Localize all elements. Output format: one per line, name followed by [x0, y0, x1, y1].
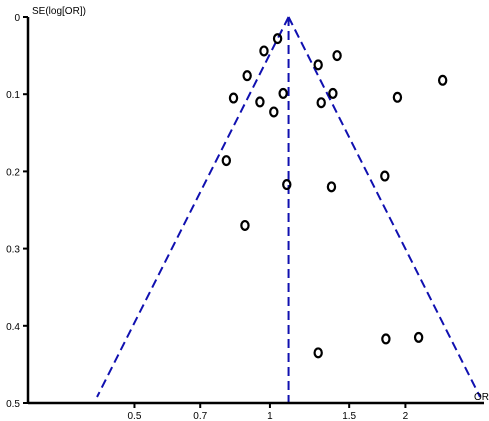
- study-point-15: [282, 179, 292, 191]
- study-point-12: [269, 106, 279, 118]
- study-point-8: [228, 92, 239, 104]
- funnel-lines: [96, 16, 481, 403]
- x-axis-label: OR: [474, 392, 489, 403]
- upper-limit-line: [287, 16, 481, 398]
- study-point-17: [240, 219, 250, 231]
- study-point-14: [380, 170, 390, 182]
- study-point-5: [437, 74, 448, 86]
- y-tick-label-5: 0.5: [6, 399, 20, 410]
- study-point-16: [326, 181, 337, 193]
- axes: 0 0.1 0.2 0.3 0.4 0.5 0.5 0.7 1 1.5 2: [6, 13, 484, 421]
- lower-limit-line: [96, 16, 290, 398]
- x-tick-label-2: 1: [267, 411, 273, 421]
- y-axis-label: SE(log[OR]): [32, 6, 86, 17]
- study-point-20: [313, 347, 323, 359]
- study-point-6: [278, 87, 288, 99]
- study-point-10: [255, 96, 265, 108]
- study-point-2: [332, 50, 342, 62]
- study-point-0: [272, 33, 283, 45]
- study-point-7: [328, 87, 338, 99]
- study-point-18: [413, 331, 424, 343]
- study-point-3: [313, 59, 323, 71]
- study-point-11: [316, 97, 326, 109]
- study-point-4: [242, 70, 252, 82]
- study-point-1: [259, 45, 269, 57]
- y-tick-label-0: 0: [14, 13, 20, 24]
- study-point-13: [221, 155, 232, 167]
- y-tick-label-3: 0.3: [6, 245, 20, 256]
- study-point-19: [381, 333, 391, 345]
- study-points: [221, 33, 448, 359]
- study-point-9: [392, 91, 403, 103]
- y-tick-label-1: 0.1: [6, 90, 20, 101]
- x-tick-label-3: 1.5: [342, 411, 356, 421]
- y-tick-label-2: 0.2: [6, 167, 20, 178]
- x-tick-label-0: 0.5: [128, 411, 142, 421]
- x-tick-label-4: 2: [403, 411, 409, 421]
- y-tick-label-4: 0.4: [6, 322, 20, 333]
- x-tick-label-1: 0.7: [193, 411, 207, 421]
